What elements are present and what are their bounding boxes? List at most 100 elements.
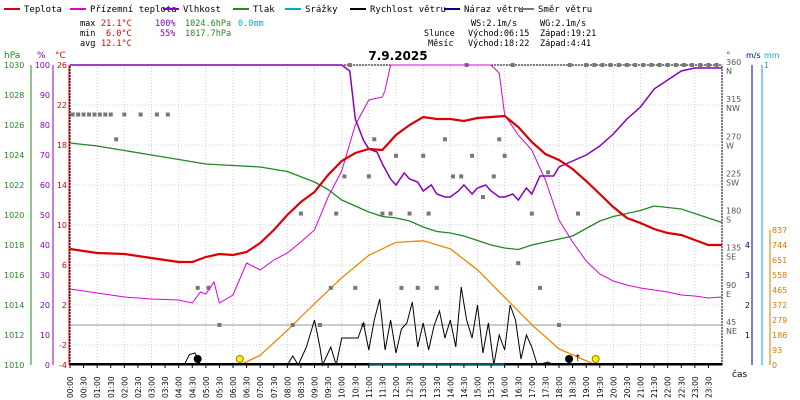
wind-direction-point [328, 285, 333, 290]
wind-direction-point [165, 112, 170, 117]
wind-direction-point [681, 63, 686, 67]
wind-direction-point [114, 137, 119, 142]
hpa-tick-label: 1012 [4, 331, 24, 340]
time-tick-label: 08:00 [283, 376, 292, 398]
wind-direction-point [372, 137, 377, 142]
dir-tick-card: N [726, 67, 732, 76]
wind-direction-point [81, 112, 86, 117]
time-tick-label: 06:30 [243, 376, 252, 398]
solar-tick-label: 558 [772, 271, 787, 280]
time-tick-label: 02:00 [120, 376, 129, 398]
wind-direction-point [415, 285, 420, 290]
hpa-tick-label: 1020 [4, 211, 24, 220]
time-tick-label: 23:30 [704, 376, 713, 398]
humidity-line [70, 64, 722, 202]
time-tick-label: 21:00 [637, 376, 646, 398]
dir-tick-card: SE [726, 253, 736, 262]
wind-direction-point [442, 137, 447, 142]
time-tick-label: 13:30 [433, 376, 442, 398]
legend-label: Srážky [305, 5, 338, 15]
wind-direction-point [380, 211, 385, 216]
wind-speed-line [70, 286, 722, 367]
hpa-tick-label: 1018 [4, 241, 24, 250]
wind-direction-point [434, 285, 439, 290]
time-tick-label: 16:30 [514, 376, 523, 398]
legend-label: Přízemní teplota [90, 5, 177, 15]
wind-gust-stat: WG:2.1m/s [540, 19, 586, 29]
wind-direction-point [497, 137, 502, 142]
data-series: ↑ [69, 63, 723, 367]
wind-direction-point [557, 323, 561, 327]
solar-tick-label: 93 [772, 346, 782, 355]
wind-direction-point [641, 63, 646, 67]
pct-tick-label: 10 [40, 331, 50, 340]
wind-direction-point [608, 63, 613, 67]
moonrise-time: Východ:18:22 [468, 39, 529, 49]
wind-direction-point [317, 323, 322, 327]
dir-tick-deg: 270 [726, 132, 741, 141]
dir-tick-deg: 180 [726, 207, 741, 216]
temp-tick-label: 6 [62, 261, 67, 270]
max-label: max [80, 19, 95, 29]
wind-direction-point [491, 174, 496, 179]
ms-tick-label: 2 [745, 301, 750, 310]
wind-direction-point [510, 63, 515, 67]
solar-tick-label: 651 [772, 256, 787, 265]
time-axis-label: čas [732, 369, 747, 380]
dir-tick-card: E [726, 290, 731, 299]
solar-tick-label: 372 [772, 301, 787, 310]
min-pressure: 1017.7hPa [185, 29, 231, 39]
time-tick-label: 17:30 [541, 376, 550, 398]
wind-direction-point [353, 285, 358, 290]
wind-direction-point [92, 112, 97, 117]
hpa-axis-label: hPa [4, 51, 20, 61]
hpa-tick-label: 1014 [4, 301, 24, 310]
dir-tick-deg: 90 [726, 281, 736, 290]
wind-direction-point [470, 153, 475, 158]
wind-direction-point [633, 63, 638, 67]
wind-direction-point [546, 170, 551, 175]
wind-direction-point [399, 285, 404, 290]
time-tick-label: 02:30 [134, 376, 143, 398]
max-pressure: 1024.6hPa [185, 19, 231, 29]
time-tick-label: 19:00 [582, 376, 591, 398]
dir-tick-card: SW [726, 178, 739, 187]
wind-direction-point [97, 112, 102, 117]
moonrise-arrow: ↑ [574, 354, 582, 364]
wind-direction-point [616, 63, 621, 67]
time-tick-label: 15:30 [487, 376, 496, 398]
pct-tick-label: 80 [40, 121, 50, 130]
dir-tick-card: S [726, 216, 731, 225]
time-tick-label: 14:30 [460, 376, 469, 398]
dir-tick-deg: 45 [726, 318, 736, 327]
time-tick-label: 22:30 [677, 376, 686, 398]
wind-direction-point [714, 63, 719, 67]
wind-direction-point [217, 323, 222, 327]
time-tick-label: 20:30 [623, 376, 632, 398]
time-tick-label: 17:00 [528, 376, 537, 398]
hpa-tick-label: 1024 [4, 151, 24, 160]
wind-direction-point [70, 112, 75, 117]
time-tick-label: 05:00 [202, 376, 211, 398]
time-tick-label: 00:00 [66, 376, 75, 398]
time-tick-label: 20:00 [609, 376, 618, 398]
grid [69, 64, 723, 366]
wind-direction-point [394, 153, 398, 158]
temp-tick-label: 18 [57, 141, 67, 150]
sun-label: Slunce [424, 29, 455, 39]
dir-tick-card: W [726, 141, 734, 150]
wind-speed-stat: WS:2.1m/s [471, 19, 517, 29]
time-tick-label: 08:30 [297, 376, 306, 398]
dir-tick-card: NE [726, 327, 737, 336]
solar-tick-label: 0 [772, 361, 777, 370]
temperature-line [69, 114, 722, 264]
legend-label: Směr větru [538, 5, 592, 15]
max-temp: 21.1°C [101, 19, 132, 29]
ms-tick-label: 4 [745, 241, 750, 250]
wind-direction-point [298, 211, 303, 216]
wind-direction-point [342, 174, 347, 179]
moonset-marker [193, 355, 202, 363]
hpa-tick-label: 1030 [4, 61, 24, 70]
wind-direction-point [600, 63, 605, 67]
